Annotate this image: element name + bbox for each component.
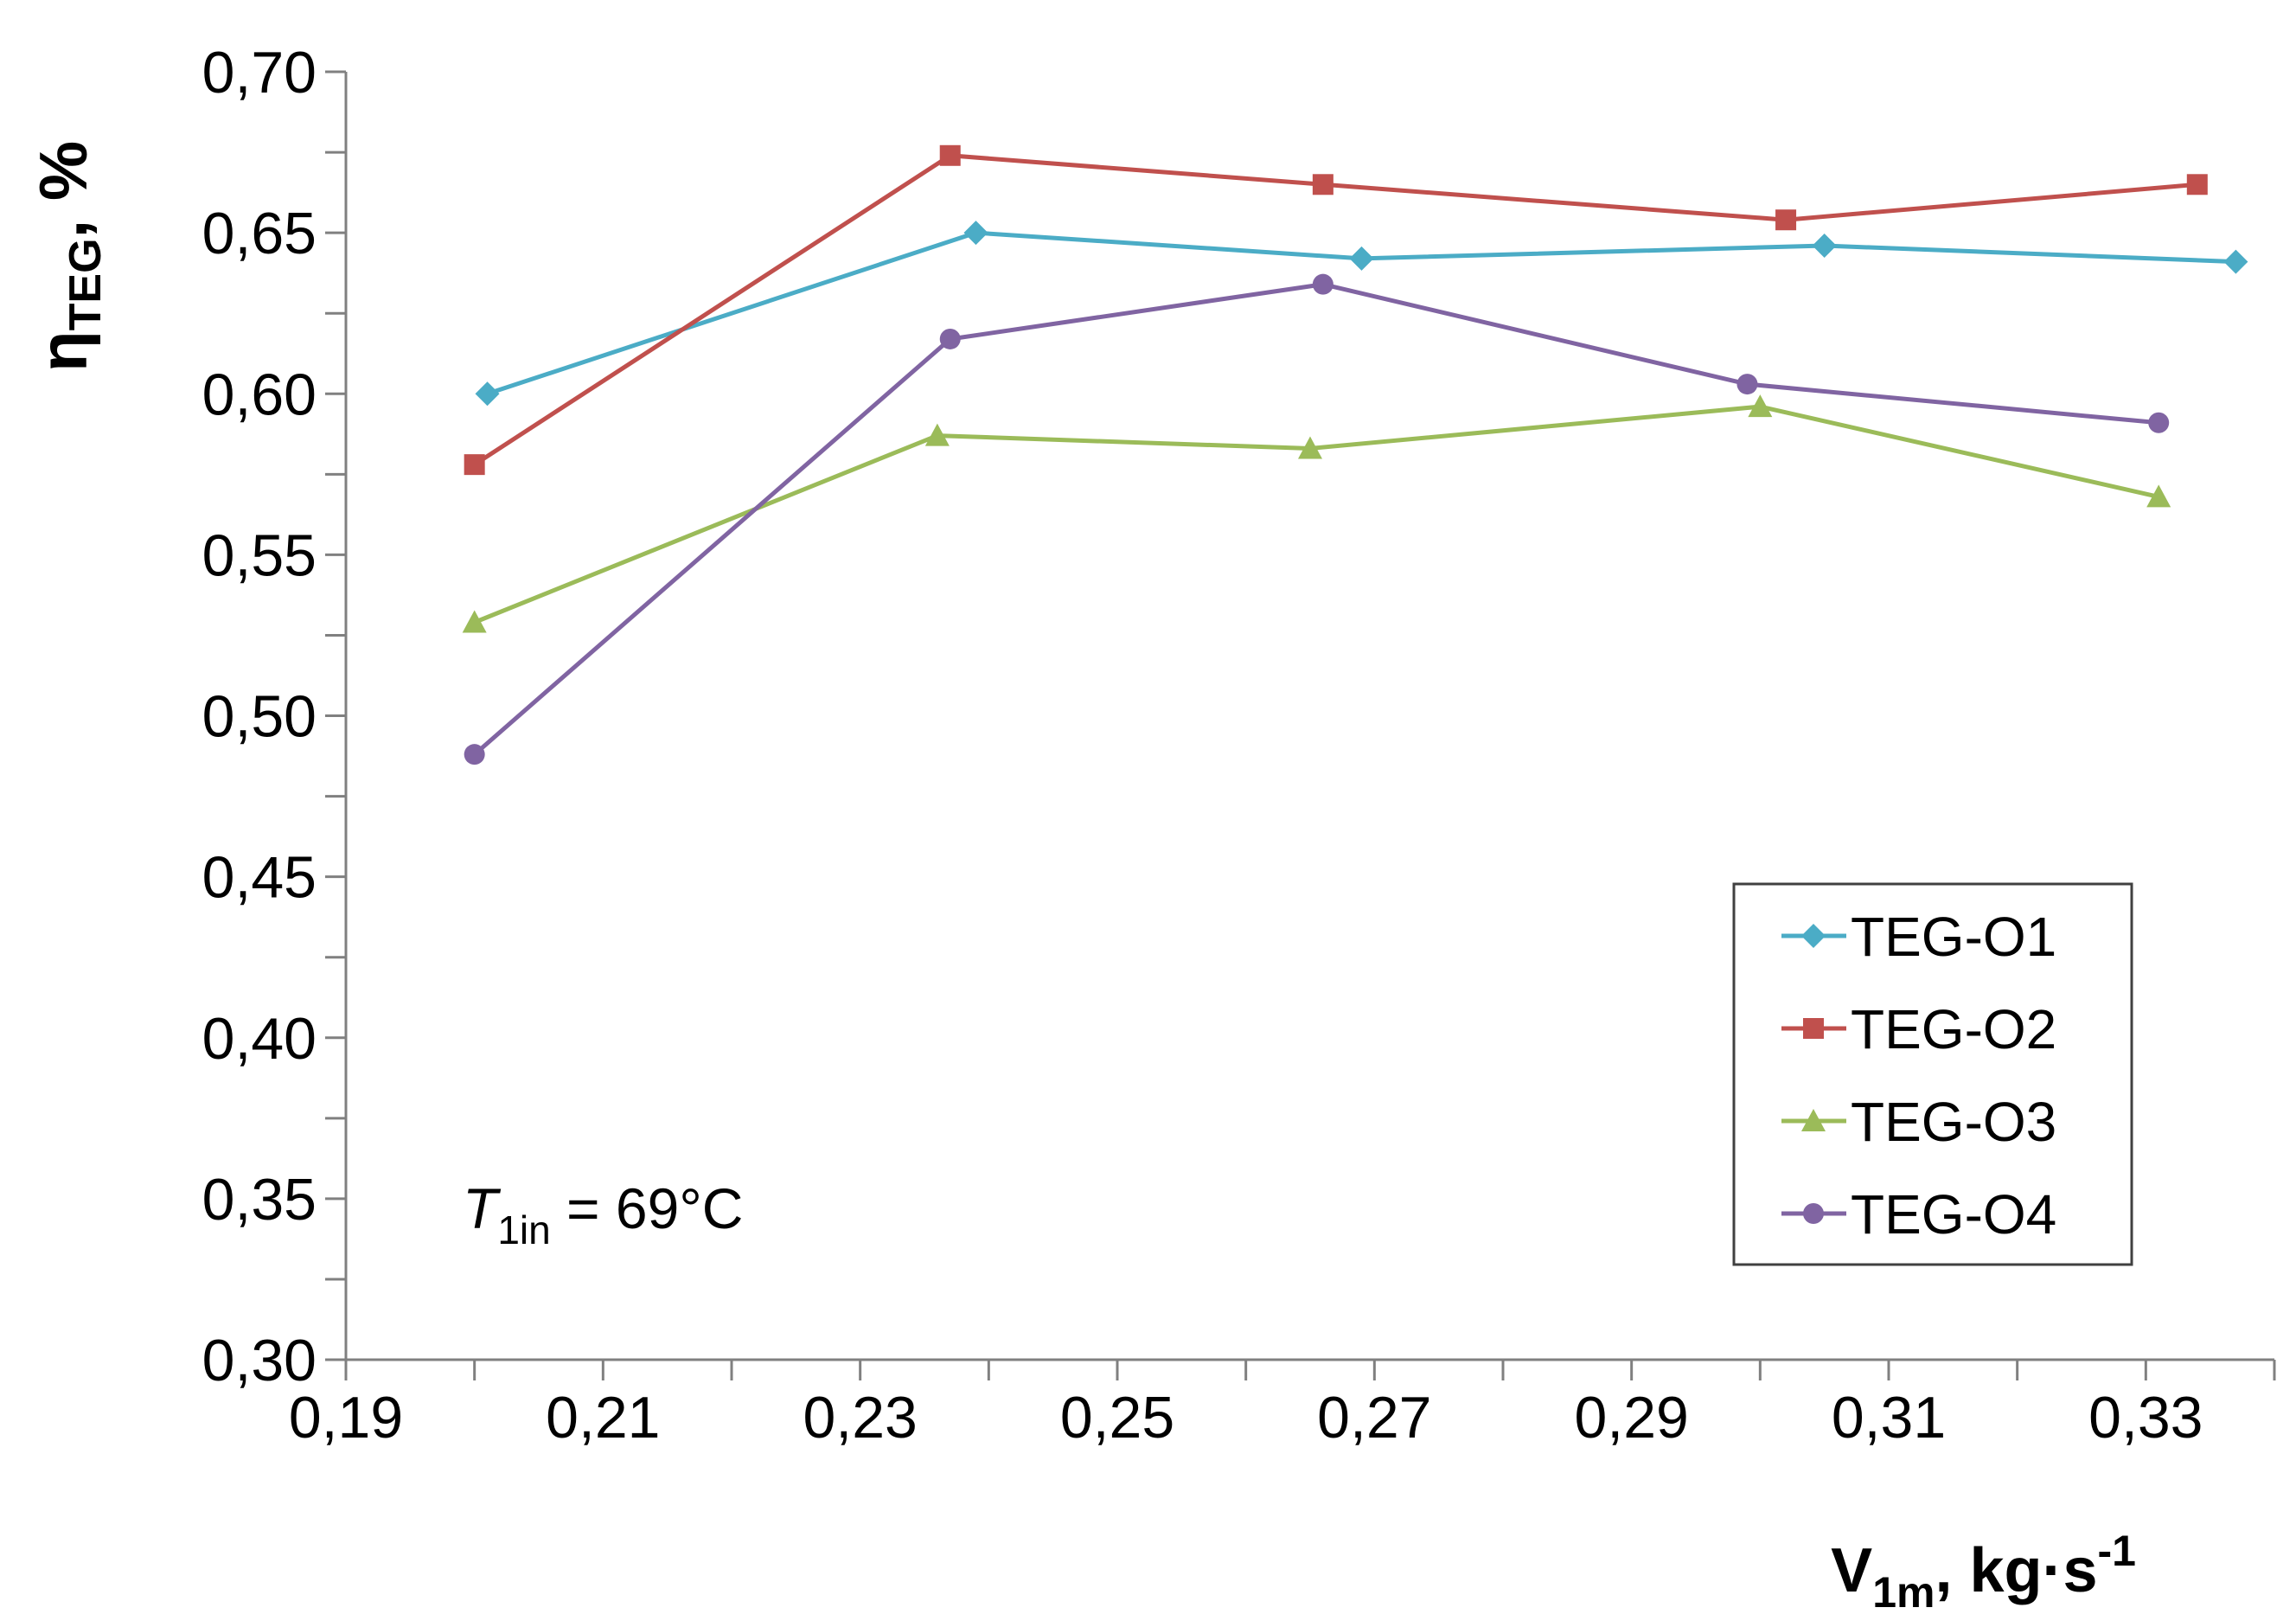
y-axis-unit: , %: [25, 141, 101, 239]
data-point: [1349, 246, 1374, 271]
x-axis-subscript: 1m: [1872, 1568, 1935, 1614]
data-point: [1748, 394, 1773, 418]
data-point: [2146, 484, 2171, 508]
legend-item: TEG-O2: [1781, 998, 2056, 1060]
y-tick-label: 0,35: [202, 1167, 317, 1233]
legend-item: TEG-O3: [1781, 1091, 2056, 1153]
legend-box: [1732, 882, 2133, 1266]
legend-label: TEG-O1: [1851, 906, 2056, 968]
x-tick-label: 0,19: [289, 1385, 403, 1451]
series-line: [473, 153, 2198, 467]
legend-label: TEG-O4: [1851, 1183, 2056, 1246]
data-point: [1312, 174, 1333, 195]
data-point: [1775, 209, 1797, 231]
data-point: [464, 454, 485, 476]
y-axis-title: ηTEG, %: [25, 141, 111, 372]
y-tick-label: 0,50: [202, 684, 317, 750]
x-tick-label: 0,29: [1574, 1385, 1688, 1451]
x-tick-label: 0,21: [546, 1385, 660, 1451]
x-tick-label: 0,27: [1317, 1385, 1431, 1451]
series-group: [462, 144, 2248, 765]
series-line: [473, 404, 2159, 624]
series-teg-o2: [464, 144, 2208, 476]
data-point: [2148, 412, 2170, 433]
x-tick-label: 0,25: [1060, 1385, 1174, 1451]
legend-marker: [1801, 1109, 1826, 1131]
x-tick-label: 0,31: [1832, 1385, 1946, 1451]
y-tick-label: 0,55: [202, 522, 317, 588]
temperature-annotation: T1in = 69°C: [463, 1176, 743, 1252]
legend-marker: [1803, 1203, 1824, 1224]
data-point: [939, 144, 961, 166]
data-point: [1812, 234, 1837, 259]
series-teg-o3: [462, 394, 2171, 633]
legend-marker: [1801, 924, 1826, 948]
legend-item: TEG-O4: [1781, 1183, 2056, 1246]
y-tick-label: 0,70: [202, 40, 317, 106]
y-tick-label: 0,60: [202, 362, 317, 427]
legend: TEG-O1 TEG-O2 TEG-O3 TEG-O4: [1732, 882, 2133, 1266]
x-axis-unit: , kg·s: [1935, 1536, 2097, 1605]
x-axis-title: V1m, kg·s-1: [1831, 1527, 2136, 1614]
y-tick-label: 0,40: [202, 1006, 317, 1072]
legend-item: TEG-O1: [1781, 906, 2056, 968]
data-point: [464, 744, 485, 765]
annotation-symbol: T: [463, 1176, 502, 1240]
data-point: [2223, 249, 2248, 274]
series-teg-o4: [464, 273, 2170, 765]
data-point: [1736, 374, 1758, 395]
x-tick-label: 0,23: [803, 1385, 917, 1451]
x-axis-symbol: V: [1831, 1536, 1872, 1605]
series-teg-o1: [475, 221, 2248, 407]
y-tick-label: 0,65: [202, 201, 317, 266]
data-point: [475, 381, 500, 407]
x-axis-superscript: -1: [2098, 1527, 2136, 1575]
annotation-value: = 69°C: [551, 1176, 744, 1240]
y-tick-label: 0,45: [202, 845, 317, 911]
data-point: [963, 221, 988, 246]
data-point: [462, 610, 487, 633]
axis-titles: V1m, kg·s-1 ηTEG, %: [25, 141, 2136, 1614]
data-point: [1312, 273, 1333, 295]
data-point: [924, 423, 950, 446]
y-axis-subscript: TEG: [61, 238, 111, 330]
legend-label: TEG-O2: [1851, 998, 2056, 1060]
data-point: [939, 328, 961, 349]
x-tick-label: 0,33: [2088, 1385, 2203, 1451]
y-tick-label: 0,30: [202, 1328, 317, 1393]
data-point: [2186, 174, 2208, 195]
legend-label: TEG-O3: [1851, 1091, 2056, 1153]
legend-marker: [1803, 1018, 1824, 1039]
data-point: [1298, 436, 1322, 459]
annotation-subscript: 1in: [497, 1207, 550, 1252]
y-axis-symbol: η: [25, 330, 101, 372]
axes: 0,30 0,35 0,40 0,45 0,50 0,55 0,60 0,65 0,70 0,19…: [202, 40, 2276, 1451]
annotation-group: T1in = 69°C: [463, 1176, 743, 1252]
